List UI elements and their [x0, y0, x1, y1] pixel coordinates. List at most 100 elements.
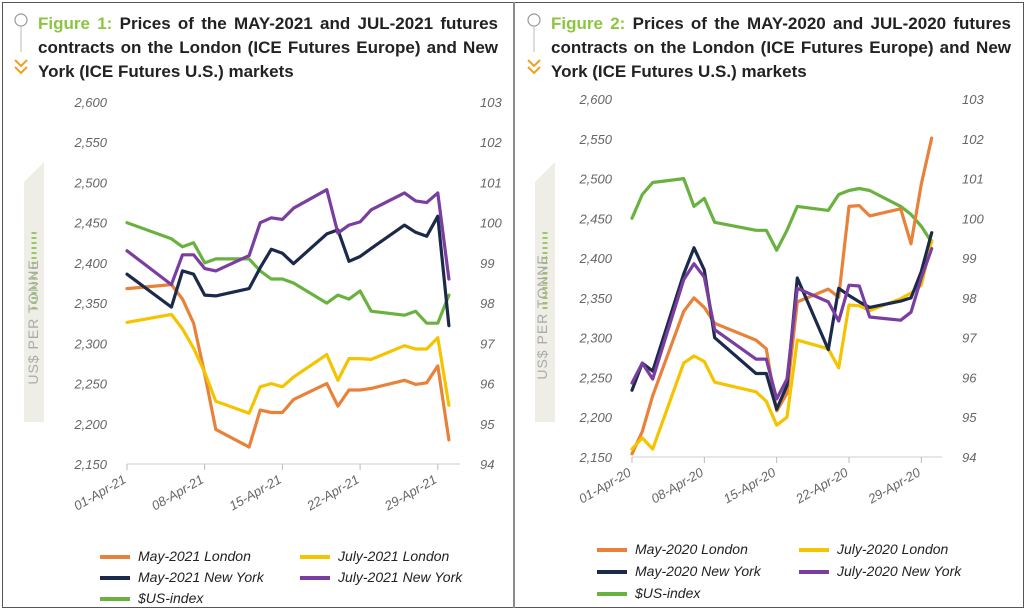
right-tick-label: 98 [962, 291, 977, 306]
x-tick-label: 15-Apr-20 [721, 464, 779, 506]
right-tick-label: 97 [962, 331, 977, 346]
left-tick-label: 2,200 [578, 410, 612, 425]
bullet-decoration-icon [14, 13, 28, 75]
x-tick-label: 15-Apr-21 [227, 472, 284, 514]
left-tick-label: 2,300 [73, 336, 107, 351]
legend-item: July-2020 London [799, 541, 948, 557]
x-tick-label: 08-Apr-21 [149, 472, 206, 514]
series-line-may-new-york [125, 214, 451, 328]
chart-panel-1: Figure 1: Prices of the MAY-2021 and JUL… [2, 2, 513, 608]
right-tick-label: 97 [480, 336, 495, 351]
legend-item: $US-index [100, 590, 203, 606]
right-tick-label: 103 [480, 95, 502, 110]
legend-item: July-2021 London [300, 548, 449, 564]
left-tick-label: 2,400 [73, 256, 107, 271]
legend-label: May-2020 London [635, 541, 748, 557]
legend-item: May-2020 London [597, 541, 748, 557]
figure-label: Figure 1: [38, 14, 113, 33]
series-line-july-new-york [125, 188, 451, 287]
x-tick-label: 22-Apr-21 [303, 472, 361, 514]
x-tick-label: 29-Apr-20 [865, 464, 924, 507]
left-tick-label: 2,150 [73, 457, 107, 472]
left-tick-label: 2,350 [578, 291, 612, 306]
legend-swatch [597, 570, 627, 575]
legend-item: $US-index [597, 585, 700, 601]
legend-swatch [597, 592, 627, 597]
legend-swatch [100, 555, 130, 560]
legend-swatch [300, 576, 330, 581]
legend-label: July-2021 New York [338, 569, 463, 585]
left-tick-label: 2,400 [578, 251, 612, 266]
legend-swatch [100, 597, 130, 602]
left-tick-label: 2,450 [578, 211, 612, 226]
panel-divider [513, 2, 515, 608]
left-tick-label: 2,550 [73, 135, 107, 150]
line-chart: US$ PER TONNE 2,600 2,550 2,500 2,450 2,400 2,… [534, 92, 984, 507]
right-tick-label: 102 [962, 132, 984, 147]
right-tick-label: 96 [962, 370, 977, 385]
legend-label: July-2020 New York [837, 563, 962, 579]
legend-swatch [597, 548, 627, 553]
series-line-july-london [125, 312, 451, 415]
x-tick-label: 01-Apr-20 [576, 464, 634, 506]
left-tick-label: 2,250 [578, 370, 612, 385]
right-tick-label: 101 [480, 175, 502, 190]
right-tick-label: 102 [480, 135, 502, 150]
chart-title: Figure 1: Prices of the MAY-2021 and JUL… [38, 12, 498, 84]
chart-title: Figure 2: Prices of the MAY-2020 and JUL… [551, 12, 1011, 84]
x-tick-label: 01-Apr-21 [71, 472, 128, 514]
left-tick-label: 2,450 [73, 216, 107, 231]
legend-label: May-2021 New York [138, 569, 264, 585]
y-axis-label: US$ PER TONNE [25, 259, 41, 384]
series-line-us-index [125, 221, 451, 325]
legend-swatch [300, 555, 330, 560]
series-line-us-index [630, 177, 934, 252]
right-tick-label: 100 [962, 211, 984, 226]
right-tick-label: 99 [962, 251, 976, 266]
legend-label: May-2021 London [138, 548, 251, 564]
legend-label: $US-index [138, 590, 204, 606]
bullet-decoration-icon [527, 13, 541, 75]
series-line-may-new-york [630, 231, 934, 411]
left-tick-label: 2,550 [578, 132, 612, 147]
legend-label: $US-index [635, 585, 701, 601]
series-line-july-london [630, 239, 934, 451]
series-line-may-london [125, 283, 451, 449]
right-tick-label: 100 [480, 216, 502, 231]
right-tick-label: 103 [962, 92, 984, 107]
legend-label: July-2020 London [837, 541, 949, 557]
series-line-may-london [630, 136, 934, 456]
right-tick-label: 96 [480, 377, 495, 392]
legend-swatch [799, 548, 829, 553]
left-tick-label: 2,600 [578, 92, 612, 107]
left-tick-label: 2,600 [73, 95, 107, 110]
right-tick-label: 95 [480, 417, 495, 432]
left-tick-label: 2,350 [73, 296, 107, 311]
x-tick-label: 08-Apr-20 [648, 464, 706, 506]
title-text: Prices of the MAY-2021 and JUL-2021 futu… [38, 14, 498, 81]
series-line-july-new-york [630, 247, 934, 401]
legend-label: July-2021 London [338, 548, 450, 564]
legend-item: May-2021 New York [100, 569, 264, 585]
legend-label: May-2020 New York [635, 563, 761, 579]
right-tick-label: 98 [480, 296, 495, 311]
left-tick-label: 2,200 [73, 417, 107, 432]
legend-item: May-2021 London [100, 548, 251, 564]
legend-item: July-2020 New York [799, 563, 961, 579]
line-chart: US$ PER TONNE 2,600 2,550 2,500 2,450 2,400 2,… [24, 95, 502, 514]
legend-swatch [799, 570, 829, 575]
left-tick-label: 2,500 [578, 172, 612, 187]
left-tick-label: 2,300 [578, 331, 612, 346]
legend-item: May-2020 New York [597, 563, 761, 579]
left-tick-label: 2,250 [73, 377, 107, 392]
legend-swatch [100, 576, 130, 581]
left-tick-label: 2,500 [73, 175, 107, 190]
right-tick-label: 94 [480, 457, 494, 472]
right-tick-label: 95 [962, 410, 977, 425]
chart-panel-2: Figure 2: Prices of the MAY-2020 and JUL… [515, 2, 1026, 608]
x-tick-label: 29-Apr-21 [381, 472, 439, 514]
right-tick-label: 99 [480, 256, 494, 271]
legend-item: July-2021 New York [300, 569, 462, 585]
right-tick-label: 101 [962, 172, 984, 187]
left-tick-label: 2,150 [578, 450, 612, 465]
